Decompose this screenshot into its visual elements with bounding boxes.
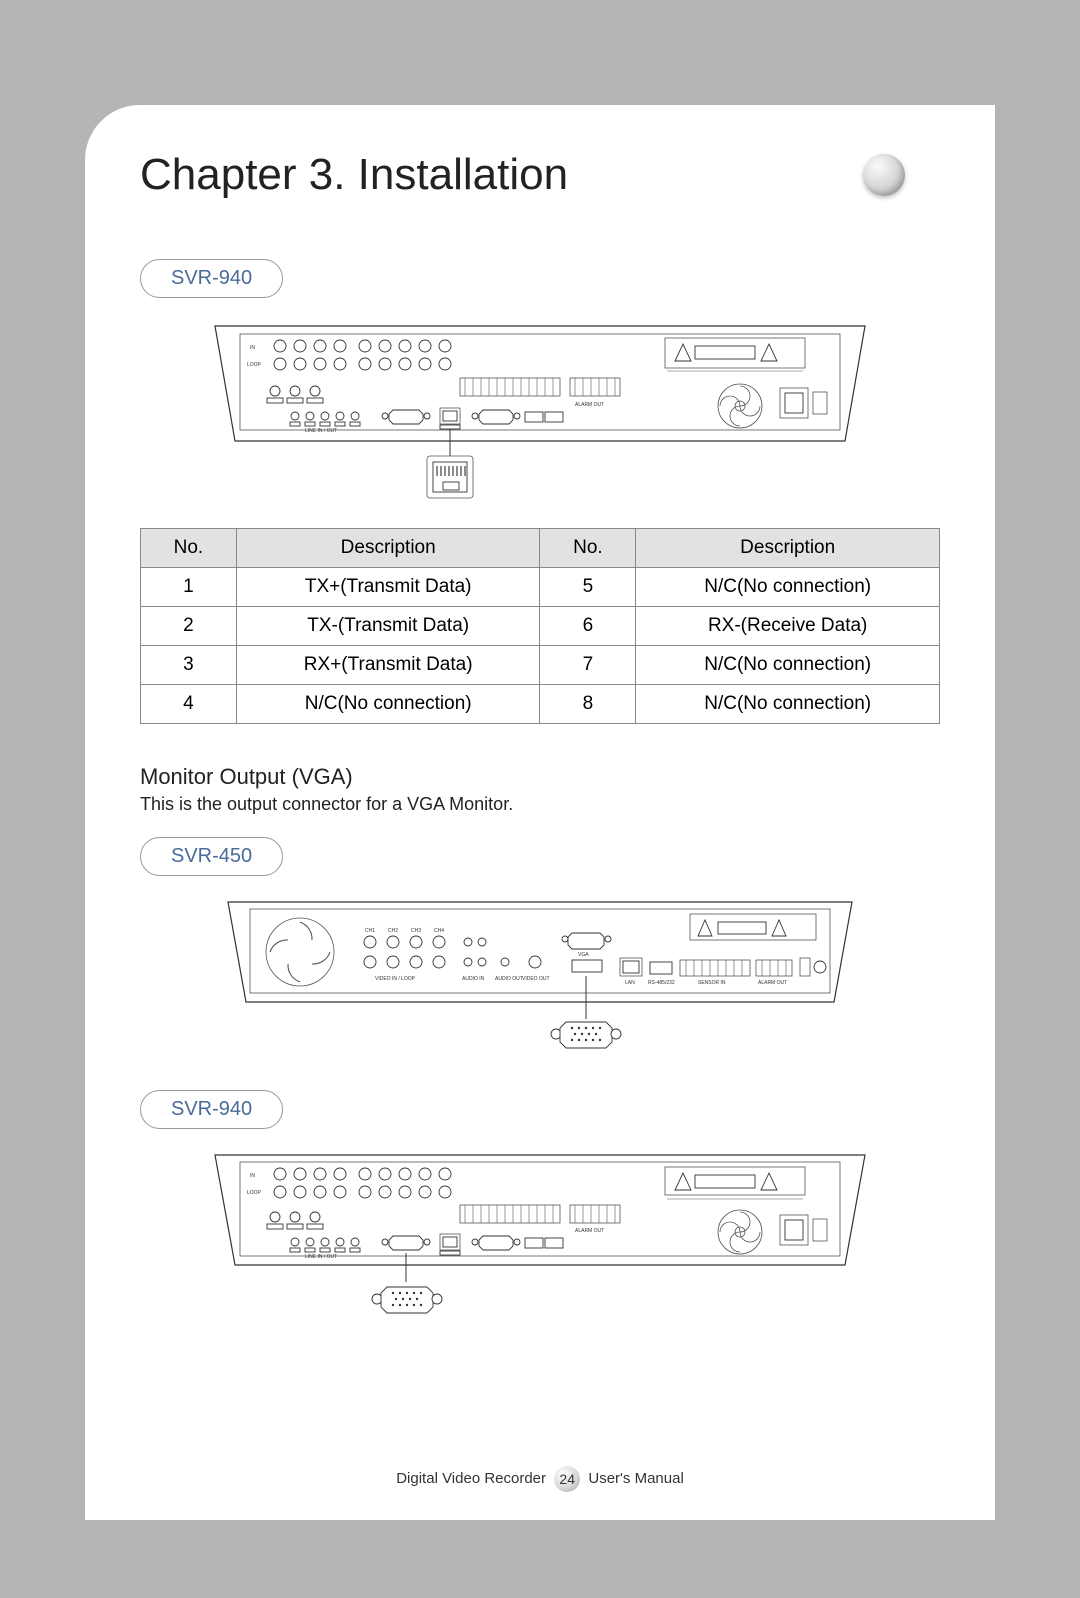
- svg-text:VGA: VGA: [578, 952, 589, 958]
- svg-text:AUDIO IN: AUDIO IN: [462, 976, 485, 982]
- svg-text:IN: IN: [250, 1173, 255, 1179]
- cell-no: 3: [141, 646, 237, 685]
- rj45-pinout-table: No. Description No. Description 1 TX+(Tr…: [140, 528, 940, 724]
- svg-text:LINE IN / OUT: LINE IN / OUT: [305, 1254, 337, 1260]
- svr940-rear-diagram-top: IN LOOP LINE IN / OUT: [205, 316, 875, 506]
- svg-text:SENSOR IN: SENSOR IN: [698, 980, 726, 986]
- cell-no: 6: [540, 607, 636, 646]
- table-header-row: No. Description No. Description: [141, 529, 940, 568]
- svg-text:VIDEO IN / LOOP: VIDEO IN / LOOP: [375, 976, 416, 982]
- table-row: 2 TX-(Transmit Data) 6 RX-(Receive Data): [141, 607, 940, 646]
- svg-text:CH1: CH1: [365, 928, 375, 934]
- cell-desc: RX+(Transmit Data): [236, 646, 540, 685]
- page-sheet: Chapter 3. Installation SVR-940 IN LOOP: [85, 105, 995, 1520]
- cell-desc: N/C(No connection): [236, 685, 540, 724]
- svr940-rear-diagram-bottom: IN LOOP LINE IN / OUT ALARM OUT: [205, 1147, 875, 1327]
- chapter-title: Chapter 3. Installation: [140, 150, 568, 200]
- cell-no: 2: [141, 607, 237, 646]
- svg-text:ALARM OUT: ALARM OUT: [575, 402, 604, 408]
- svg-text:IN: IN: [250, 345, 255, 351]
- col-header-no: No.: [141, 529, 237, 568]
- svg-text:LOOP: LOOP: [247, 362, 262, 368]
- cell-desc: N/C(No connection): [636, 646, 940, 685]
- page-number: 24: [554, 1466, 580, 1492]
- section-body: This is the output connector for a VGA M…: [140, 794, 940, 815]
- svg-text:ALARM OUT: ALARM OUT: [575, 1228, 604, 1234]
- col-header-desc: Description: [236, 529, 540, 568]
- cell-desc: TX-(Transmit Data): [236, 607, 540, 646]
- model-pill-svr940-top: SVR-940: [140, 259, 283, 298]
- table-row: 1 TX+(Transmit Data) 5 N/C(No connection…: [141, 568, 940, 607]
- svg-text:AUDIO OUT: AUDIO OUT: [495, 976, 523, 982]
- cell-no: 4: [141, 685, 237, 724]
- table-row: 3 RX+(Transmit Data) 7 N/C(No connection…: [141, 646, 940, 685]
- col-header-desc-2: Description: [636, 529, 940, 568]
- page-footer: Digital Video Recorder 24 User's Manual: [85, 1466, 995, 1492]
- footer-prefix: Digital Video Recorder: [396, 1470, 546, 1487]
- cell-desc: TX+(Transmit Data): [236, 568, 540, 607]
- cell-desc: N/C(No connection): [636, 685, 940, 724]
- table-row: 4 N/C(No connection) 8 N/C(No connection…: [141, 685, 940, 724]
- model-pill-svr450: SVR-450: [140, 837, 283, 876]
- section-heading: Monitor Output (VGA): [140, 764, 940, 790]
- cell-no: 1: [141, 568, 237, 607]
- svg-text:CH4: CH4: [434, 928, 444, 934]
- svg-text:ALARM OUT: ALARM OUT: [758, 980, 787, 986]
- cell-no: 8: [540, 685, 636, 724]
- model-pill-svr940-bottom: SVR-940: [140, 1090, 283, 1129]
- chapter-header: Chapter 3. Installation: [140, 150, 940, 200]
- cell-desc: RX-(Receive Data): [636, 607, 940, 646]
- svr450-rear-diagram: CH1 CH2 CH3 CH4 VIDEO IN / LOOP AUDIO IN AU…: [220, 894, 860, 1064]
- svg-text:CH2: CH2: [388, 928, 398, 934]
- cell-desc: N/C(No connection): [636, 568, 940, 607]
- cell-no: 5: [540, 568, 636, 607]
- svg-text:LOOP: LOOP: [247, 1190, 262, 1196]
- decorative-sphere-icon: [863, 154, 905, 196]
- footer-suffix: User's Manual: [588, 1470, 683, 1487]
- svg-text:LINE IN / OUT: LINE IN / OUT: [305, 428, 337, 434]
- svg-text:VIDEO OUT: VIDEO OUT: [522, 976, 550, 982]
- svg-text:LAN: LAN: [625, 980, 635, 986]
- col-header-no-2: No.: [540, 529, 636, 568]
- svg-text:CH3: CH3: [411, 928, 421, 934]
- svg-text:RS-485/232: RS-485/232: [648, 980, 675, 986]
- cell-no: 7: [540, 646, 636, 685]
